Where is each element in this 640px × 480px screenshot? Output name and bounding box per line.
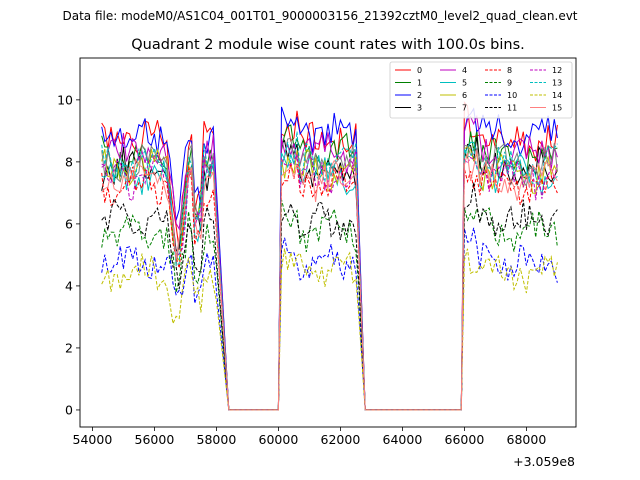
legend-label: 12 bbox=[552, 66, 562, 75]
y-tick-label: 10 bbox=[57, 92, 73, 107]
chart-suptitle: Data file: modeM0/AS1C04_001T01_90000031… bbox=[62, 9, 577, 23]
legend-label: 0 bbox=[417, 66, 422, 75]
x-tick-label: 58000 bbox=[197, 432, 237, 447]
legend-label: 5 bbox=[462, 79, 467, 88]
plot-frame bbox=[79, 57, 577, 428]
series-line-2 bbox=[101, 106, 558, 411]
y-tick-label: 8 bbox=[65, 154, 73, 169]
series-line-7 bbox=[101, 137, 558, 411]
x-tick-label: 54000 bbox=[73, 432, 113, 447]
x-axis: 54000 56000 58000 60000 62000 64000 66000 68000 bbox=[73, 427, 547, 447]
x-tick-label: 64000 bbox=[383, 432, 423, 447]
y-tick-label: 2 bbox=[65, 340, 73, 355]
y-axis: 0 2 4 6 8 10 bbox=[57, 92, 80, 417]
series-line-12 bbox=[101, 153, 558, 411]
legend-label: 3 bbox=[417, 104, 422, 113]
series-line-4 bbox=[101, 114, 558, 411]
x-tick-label: 60000 bbox=[259, 432, 299, 447]
series-line-9 bbox=[101, 199, 558, 411]
y-tick-label: 0 bbox=[65, 402, 73, 417]
x-tick-label: 66000 bbox=[445, 432, 485, 447]
legend-box bbox=[389, 61, 573, 119]
legend-label: 7 bbox=[462, 104, 467, 113]
x-tick-label: 56000 bbox=[135, 432, 175, 447]
legend-label: 1 bbox=[417, 79, 422, 88]
legend-label: 6 bbox=[462, 91, 467, 100]
legend-label: 9 bbox=[507, 79, 512, 88]
chart-title: Quadrant 2 module wise count rates with … bbox=[131, 37, 525, 53]
series-line-14 bbox=[101, 248, 558, 411]
legend-label: 8 bbox=[507, 66, 512, 75]
legend-label: 13 bbox=[552, 79, 562, 88]
legend-label: 14 bbox=[552, 91, 562, 100]
legend-label: 15 bbox=[552, 104, 562, 113]
series-layer bbox=[101, 100, 558, 411]
x-offset-label: +3.059e8 bbox=[513, 454, 575, 469]
series-line-11 bbox=[101, 182, 558, 411]
legend-label: 2 bbox=[417, 91, 422, 100]
x-tick-label: 62000 bbox=[321, 432, 361, 447]
legend-label: 10 bbox=[507, 91, 517, 100]
legend-label: 4 bbox=[462, 66, 467, 75]
series-line-15 bbox=[101, 150, 558, 411]
y-tick-label: 6 bbox=[65, 216, 73, 231]
series-line-8 bbox=[101, 162, 558, 411]
legend-label: 11 bbox=[507, 104, 517, 113]
y-tick-label: 4 bbox=[65, 278, 73, 293]
series-line-10 bbox=[101, 227, 558, 411]
x-tick-label: 68000 bbox=[507, 432, 547, 447]
